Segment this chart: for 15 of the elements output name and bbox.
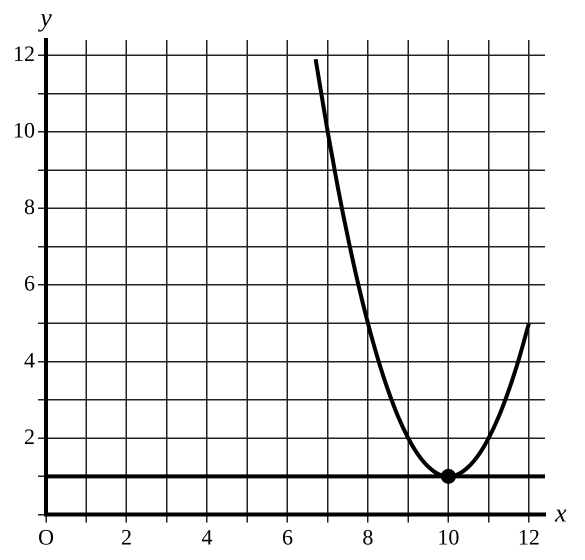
y-tick-label: 12 [13, 41, 35, 66]
y-tick-label: 10 [13, 118, 35, 143]
y-tick-label: 8 [24, 194, 35, 220]
y-tick-label: 6 [24, 270, 35, 296]
x-tick-label: 12 [518, 524, 540, 550]
x-tick-label: 6 [282, 524, 293, 550]
y-tick-label: 2 [24, 424, 35, 449]
x-tick-label: O [38, 524, 54, 550]
y-tick-label: 4 [24, 347, 35, 372]
x-tick-label: 10 [437, 524, 460, 550]
x-tick-label: 2 [120, 524, 132, 550]
y-axis-title: y [37, 2, 52, 32]
x-tick-label: 4 [201, 524, 212, 550]
x-tick-label: 8 [362, 524, 374, 550]
x-axis-title: x [554, 498, 567, 528]
